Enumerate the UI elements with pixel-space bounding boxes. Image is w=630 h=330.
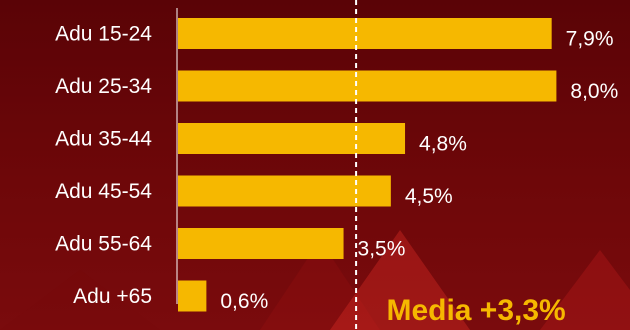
- bar: [178, 175, 391, 207]
- value-label: 4,8%: [419, 133, 467, 156]
- value-label: 0,6%: [220, 290, 268, 313]
- mean-label: Media +3,3%: [386, 294, 565, 327]
- category-label: Adu 35-44: [55, 128, 152, 151]
- bar: [178, 280, 207, 312]
- value-label: 4,5%: [405, 185, 453, 208]
- bar: [178, 70, 557, 102]
- category-label: Adu +65: [73, 285, 152, 308]
- bar: [178, 123, 406, 154]
- value-label: 3,5%: [358, 238, 406, 261]
- value-label: 7,9%: [566, 28, 614, 51]
- category-label: Adu 15-24: [55, 23, 152, 46]
- value-label: 8,0%: [570, 80, 618, 103]
- category-label: Adu 55-64: [55, 233, 152, 256]
- category-label: Adu 45-54: [55, 180, 152, 203]
- category-label: Adu 25-34: [55, 75, 152, 98]
- bar: [178, 18, 552, 49]
- bars-group: Adu 15-24 7,9% Adu 25-34 8,0% Adu 35-44 4,8% A…: [55, 18, 618, 313]
- bar: [178, 228, 344, 259]
